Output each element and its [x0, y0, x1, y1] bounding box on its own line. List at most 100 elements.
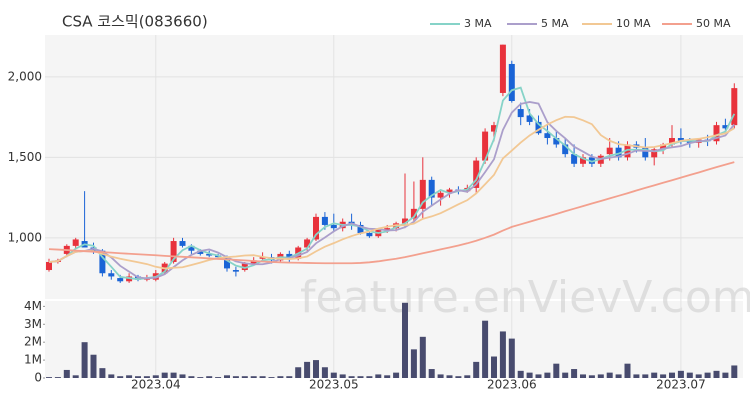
volume-bar [571, 369, 578, 378]
volume-bar [482, 320, 489, 378]
volume-bar [54, 377, 61, 378]
candle-body [562, 144, 569, 155]
volume-bar [508, 338, 515, 378]
candle-body [677, 138, 684, 142]
volume-bar [295, 367, 302, 378]
volume-bar [669, 372, 675, 378]
candle-body [72, 239, 79, 246]
volume-bar [277, 376, 284, 378]
volume-tick-label: 1M [24, 353, 42, 367]
candle-body [553, 138, 560, 145]
volume-bar [597, 374, 604, 378]
volume-tick-label: 0 [34, 371, 42, 385]
candle-body [241, 263, 248, 271]
volume-bar [366, 376, 373, 378]
candle-body [508, 63, 515, 101]
candle-body [384, 228, 391, 230]
candle-body [366, 233, 373, 237]
volume-bar [499, 331, 506, 378]
volume-bar [428, 369, 435, 378]
candle-body [473, 160, 480, 188]
volume-bar [713, 370, 720, 378]
candle-body [713, 125, 720, 142]
volume-bar [348, 376, 355, 378]
volume-bar [384, 375, 391, 378]
x-tick-label: 2023.05 [309, 378, 359, 392]
legend-label: 10 MA [616, 17, 651, 30]
volume-bar [357, 376, 364, 378]
volume-bar [624, 363, 631, 378]
volume-bar [393, 372, 400, 378]
volume-bar [437, 374, 444, 378]
volume-bar [224, 375, 230, 378]
candle-body [313, 216, 319, 240]
volume-bar [491, 356, 497, 378]
candle-body [402, 218, 408, 224]
ma-line [48, 86, 736, 281]
volume-bar [339, 374, 346, 378]
candle-body [357, 224, 364, 233]
candle-body [179, 241, 186, 246]
volume-bar [677, 370, 684, 378]
y-tick-label: 2,000 [8, 69, 42, 83]
candle-body [544, 133, 551, 139]
candle-body [491, 125, 497, 132]
volume-bar [108, 374, 115, 378]
candle-body [437, 192, 444, 198]
volume-bar [686, 372, 693, 378]
candle-body [304, 239, 311, 248]
volume-bar [704, 372, 711, 378]
volume-bar [90, 354, 97, 378]
volume-bar [588, 375, 595, 378]
candle-body [46, 261, 52, 271]
volume-bar [170, 372, 177, 378]
volume-bar [241, 376, 248, 378]
candle-body [686, 141, 693, 143]
volume-bar [259, 376, 266, 378]
candle-body [170, 241, 177, 262]
volume-bar [535, 374, 542, 378]
volume-bar [517, 370, 524, 378]
x-tick-label: 2023.04 [131, 378, 181, 392]
volume-bar [455, 376, 462, 378]
volume-bar [419, 336, 426, 378]
ma-line [48, 101, 735, 280]
volume-bar [188, 376, 195, 378]
y-tick-label: 1,500 [8, 150, 42, 164]
candle-body [624, 144, 631, 158]
candle-body [517, 109, 524, 118]
volume-bar [722, 372, 729, 378]
candle-body [419, 179, 426, 209]
volume-bar [321, 367, 328, 378]
legend-label: 5 MA [541, 17, 569, 30]
ma-line [48, 115, 735, 270]
volume-bar [526, 372, 533, 378]
candle-body [731, 88, 738, 126]
volume-bar [250, 376, 257, 378]
volume-bar [651, 372, 658, 378]
legend-label: 50 MA [696, 17, 731, 30]
volume-bar [464, 375, 471, 378]
candle-body [651, 149, 658, 158]
volume-bar [313, 360, 319, 378]
volume-bar [642, 374, 649, 378]
volume-bar [473, 361, 480, 378]
volume-bar [126, 375, 133, 378]
ma-line [48, 161, 735, 265]
x-tick-label: 2023.07 [656, 378, 706, 392]
volume-bar [606, 372, 613, 378]
candle-body [580, 157, 586, 164]
volume-bar [206, 376, 213, 378]
candle-body [499, 44, 506, 93]
volume-bar [375, 374, 382, 378]
candle-body [642, 147, 649, 158]
x-tick-label: 2023.06 [487, 378, 537, 392]
y-tick-label: 1,000 [8, 230, 42, 244]
volume-bar [63, 369, 70, 378]
volume-tick-label: 4M [24, 299, 42, 313]
candle-body [206, 253, 213, 256]
candle-body [99, 250, 106, 274]
candle-body [232, 270, 239, 272]
candle-body [660, 144, 667, 150]
